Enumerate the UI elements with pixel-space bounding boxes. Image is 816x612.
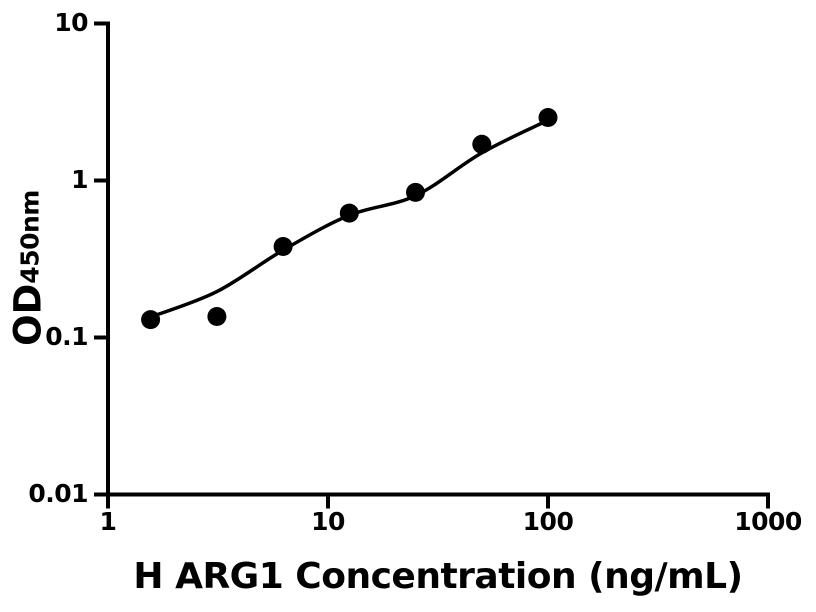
data-point <box>273 237 293 256</box>
data-point <box>141 310 161 330</box>
y-tick-label-0.1: 0.1 <box>45 321 88 351</box>
x-tick-label-1: 1 <box>99 507 117 536</box>
y-tick-label-1: 1 <box>71 164 88 194</box>
y-axis-title-main: OD <box>6 283 50 346</box>
x-tick-label-100: 100 <box>522 507 574 536</box>
data-point <box>207 307 227 326</box>
y-axis-title: OD450nm <box>6 190 51 346</box>
x-axis-title: H ARG1 Concentration (ng/mL) <box>133 556 743 597</box>
data-point <box>339 203 359 223</box>
data-point <box>406 182 425 202</box>
data-point <box>538 108 558 127</box>
y-tick-label-10: 10 <box>54 7 88 37</box>
x-tick-label-10: 10 <box>311 507 345 536</box>
y-tick-label-0.01: 0.01 <box>28 478 88 508</box>
y-axis-title-subscript: 450nm <box>15 190 45 284</box>
axes-spines <box>106 23 768 497</box>
x-tick-label-1000: 1000 <box>734 507 802 536</box>
data-point <box>472 134 492 154</box>
